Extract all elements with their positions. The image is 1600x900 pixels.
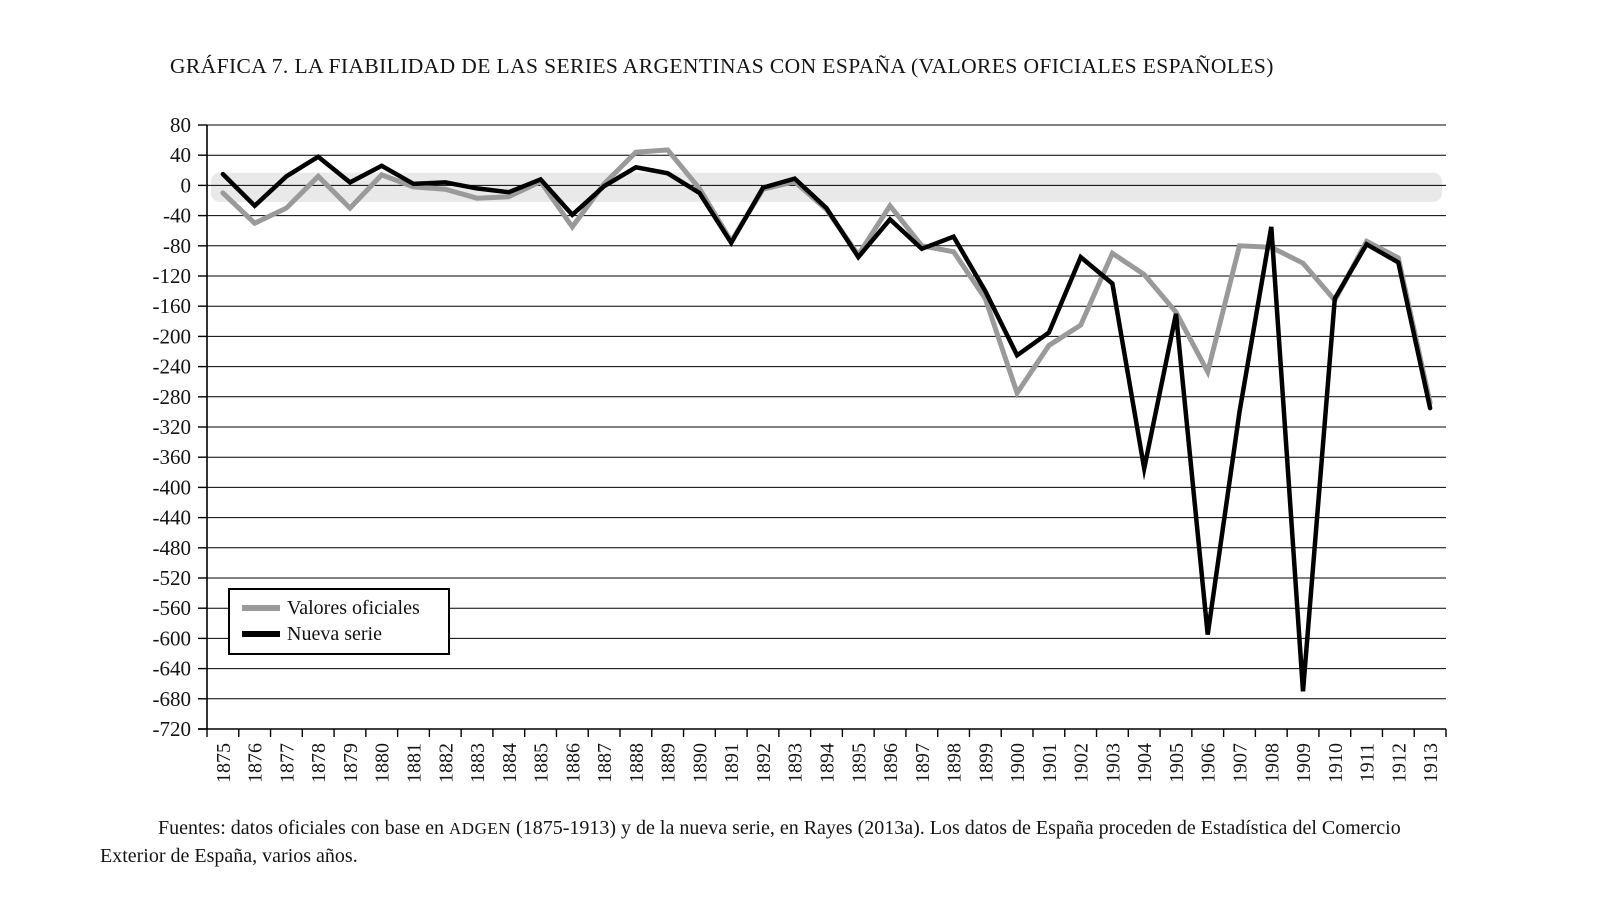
x-axis-label: 1904 <box>1134 743 1156 783</box>
y-axis-label: 80 <box>170 113 191 137</box>
legend-label: Nueva serie <box>287 623 382 645</box>
y-axis-label: -120 <box>153 264 192 288</box>
x-axis-label: 1910 <box>1325 743 1347 783</box>
footnote-adgen: ADGEN <box>449 819 512 838</box>
x-axis-label: 1889 <box>658 743 680 783</box>
legend-label: Valores oficiales <box>287 597 420 619</box>
x-axis-label: 1885 <box>531 743 553 783</box>
y-axis-label: 0 <box>181 173 192 197</box>
x-axis-label: 1881 <box>404 743 426 783</box>
x-axis-label: 1882 <box>435 743 457 783</box>
x-axis-label: 1909 <box>1293 743 1315 783</box>
zero-band <box>211 172 1442 203</box>
x-axis-label: 1884 <box>499 743 521 783</box>
y-axis-label: -80 <box>163 234 191 258</box>
x-axis-label: 1912 <box>1388 743 1410 783</box>
footnote-text: (1875-1913) y de la nueva serie, en Raye… <box>100 817 1401 868</box>
x-axis-label: 1875 <box>213 743 235 783</box>
x-axis-label: 1876 <box>245 743 267 783</box>
y-axis-label: -520 <box>153 566 192 590</box>
chart-legend: Valores oficiales Nueva serie <box>228 588 450 655</box>
x-axis-label: 1880 <box>372 743 394 783</box>
x-axis-label: 1879 <box>340 743 362 783</box>
x-axis-label: 1903 <box>1102 743 1124 783</box>
x-axis-label: 1905 <box>1166 743 1188 783</box>
chart-title: GRÁFICA 7. LA FIABILIDAD DE LAS SERIES A… <box>170 54 1274 78</box>
x-axis-label: 1883 <box>467 743 489 783</box>
x-axis-label: 1906 <box>1198 743 1220 783</box>
x-axis-label: 1898 <box>944 743 966 783</box>
x-axis-label: 1878 <box>308 743 330 783</box>
x-axis-label: 1899 <box>975 743 997 783</box>
y-axis-label: -400 <box>153 475 192 499</box>
x-axis-label: 1888 <box>626 743 648 783</box>
legend-item-valores-oficiales: Valores oficiales <box>242 595 440 621</box>
y-axis-label: -200 <box>153 324 192 348</box>
series-line-nueva-serie <box>220 153 1433 692</box>
x-axis-label: 1895 <box>848 743 870 783</box>
nueva-serie-line-swatch <box>242 631 280 637</box>
x-axis-label: 1913 <box>1420 743 1442 783</box>
x-axis-label: 1900 <box>1007 743 1029 783</box>
x-axis-label: 1890 <box>689 743 711 783</box>
x-axis-label: 1897 <box>912 743 934 783</box>
x-axis-label: 1887 <box>594 743 616 783</box>
y-axis-label: -280 <box>153 385 192 409</box>
y-axis-label: -160 <box>153 294 192 318</box>
x-axis-label: 1893 <box>785 743 807 783</box>
x-axis-label: 1902 <box>1071 743 1093 783</box>
x-axis-label: 1907 <box>1230 743 1252 783</box>
source-footnote: Fuentes: datos oficiales con base en ADG… <box>100 814 1445 871</box>
x-axis-label: 1901 <box>1039 743 1061 783</box>
x-axis-label: 1911 <box>1357 743 1379 782</box>
x-axis-label: 1896 <box>880 743 902 783</box>
y-axis-label: -720 <box>153 717 192 741</box>
x-axis-label: 1894 <box>817 743 839 783</box>
y-axis-label: 40 <box>170 143 191 167</box>
y-axis-label: -40 <box>163 204 191 228</box>
valores-oficiales-line-swatch <box>242 605 280 611</box>
y-axis-label: -360 <box>153 445 192 469</box>
y-axis-label: -560 <box>153 596 192 620</box>
x-axis-label: 1908 <box>1261 743 1283 783</box>
x-axis-label: 1891 <box>721 743 743 783</box>
y-axis-label: -640 <box>153 657 192 681</box>
x-axis-label: 1877 <box>276 743 298 783</box>
footnote-text: Fuentes: datos oficiales con base en <box>158 817 450 839</box>
x-axis-label: 1892 <box>753 743 775 783</box>
y-axis-label: -240 <box>153 355 192 379</box>
y-axis-label: -480 <box>153 536 192 560</box>
y-axis-label: -440 <box>153 506 192 530</box>
y-axis-label: -680 <box>153 687 192 711</box>
y-axis-label: -320 <box>153 415 192 439</box>
y-axis-label: -600 <box>153 626 192 650</box>
legend-item-nueva-serie: Nueva serie <box>242 621 440 647</box>
x-axis-label: 1886 <box>562 743 584 783</box>
